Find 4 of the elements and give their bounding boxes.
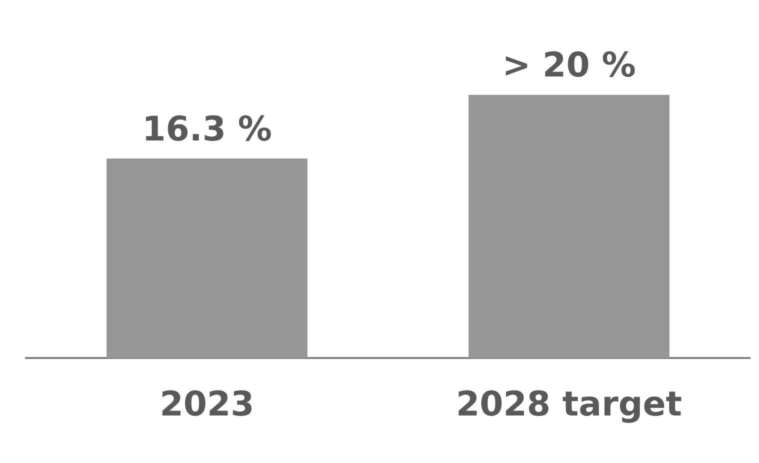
data-label: 16.3 % <box>142 109 272 150</box>
x-tick-label: 2023 <box>160 384 254 424</box>
data-label: > 20 % <box>502 46 636 86</box>
x-tick-label: 2028 target <box>456 384 682 424</box>
